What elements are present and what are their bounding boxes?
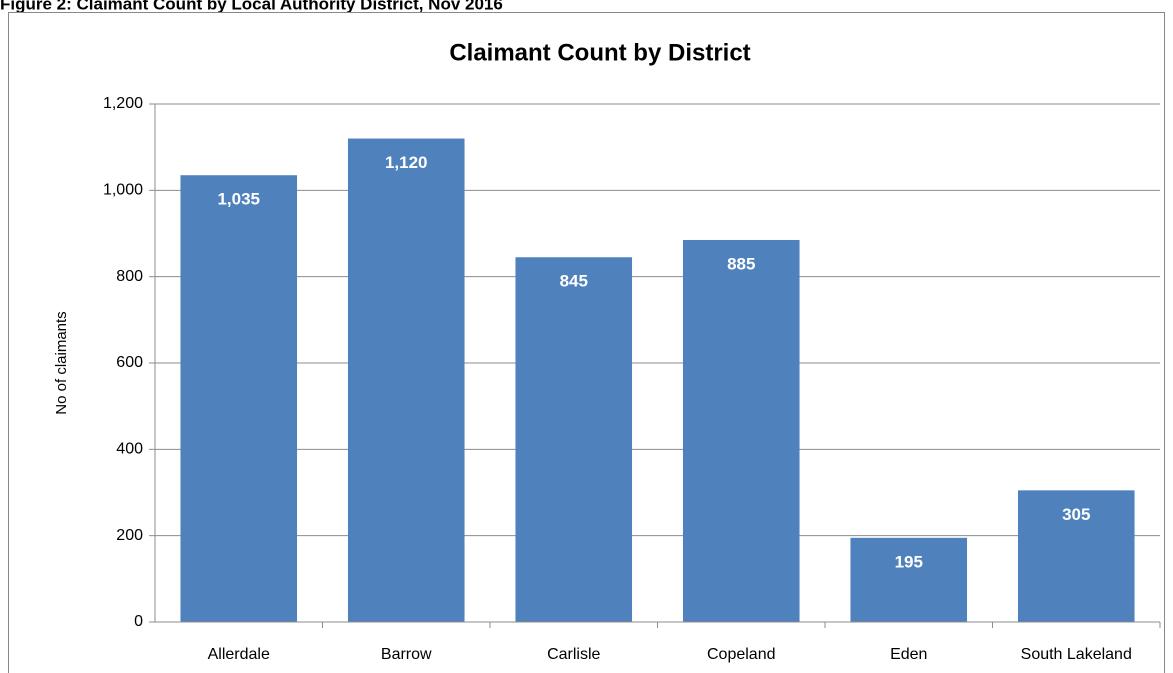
y-tick-label: 0 [134, 613, 143, 630]
x-tick-label: Barrow [381, 646, 432, 663]
y-tick-label: 1,200 [103, 95, 143, 112]
data-label: 1,120 [385, 153, 428, 172]
x-tick-label: Allerdale [208, 646, 270, 663]
y-tick-label: 800 [116, 268, 143, 285]
chart-title: Claimant Count by District [449, 39, 750, 66]
y-tick-label: 600 [116, 354, 143, 371]
bar [850, 537, 968, 622]
x-tick-label: Carlisle [547, 646, 600, 663]
x-tick-label: Eden [890, 646, 927, 663]
data-label: 885 [727, 254, 755, 273]
data-label: 1,035 [217, 190, 260, 209]
data-label: 845 [560, 272, 588, 291]
x-tick-label: Copeland [707, 646, 776, 663]
data-label: 305 [1062, 505, 1090, 524]
y-tick-label: 1,000 [103, 182, 143, 199]
bar [347, 138, 465, 623]
y-tick-label: 200 [116, 527, 143, 544]
bar [682, 239, 800, 622]
bar [180, 175, 298, 622]
data-label: 195 [895, 552, 923, 571]
y-axis-label: No of claimants [53, 311, 70, 414]
y-tick-label: 400 [116, 441, 143, 458]
bar [515, 257, 633, 622]
bar [1017, 490, 1135, 622]
figure-caption: Figure 2: Claimant Count by Local Author… [0, 0, 503, 13]
x-tick-label: South Lakeland [1021, 646, 1132, 663]
